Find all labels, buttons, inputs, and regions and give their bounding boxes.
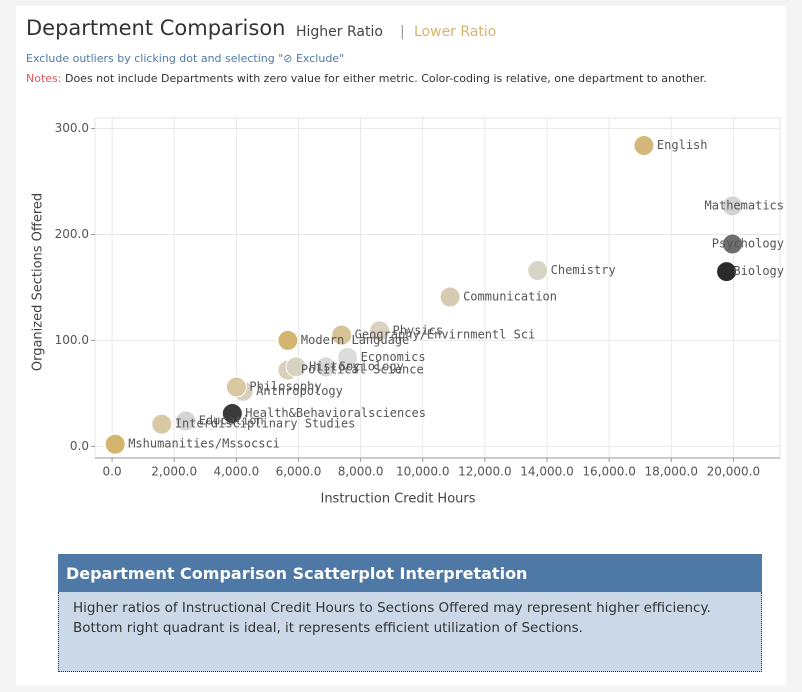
x-tick-label: 6,000.0: [276, 465, 322, 479]
point[interactable]: [721, 195, 743, 217]
point[interactable]: [175, 410, 197, 432]
point[interactable]: [277, 329, 299, 351]
point-label: Interdisciplinary Studies: [175, 417, 356, 431]
y-axis-title: Organized Sections Offered: [31, 193, 46, 371]
x-tick-label: 16,000.0: [582, 465, 635, 479]
point-label: Education: [199, 413, 264, 427]
notes-text: Does not include Departments with zero v…: [64, 72, 707, 85]
point[interactable]: [225, 376, 247, 398]
x-tick-label: 20,000.0: [707, 465, 760, 479]
notes-label: Notes:: [26, 72, 62, 85]
point-label: Biology: [733, 264, 784, 278]
dashboard: Department Comparison Higher Ratio | Low…: [16, 6, 786, 686]
point-label: Chemistry: [551, 263, 616, 277]
point[interactable]: [331, 324, 353, 346]
panel-body: Higher ratios of Instructional Credit Ho…: [58, 592, 762, 672]
point-label: Modern Language: [301, 333, 409, 347]
point-label: Mshumanities/Mssocsci: [128, 437, 280, 451]
notes: Notes: Does not include Departments with…: [26, 70, 746, 87]
panel-title: Department Comparison Scatterplot Interp…: [58, 554, 762, 592]
point-label: Sociology: [339, 359, 404, 373]
point-label: Physics: [393, 323, 444, 337]
interpretation-panel: Department Comparison Scatterplot Interp…: [58, 554, 762, 675]
y-tick-label: 200.0: [55, 227, 89, 241]
y-tick-label: 100.0: [55, 333, 89, 347]
point[interactable]: [439, 286, 461, 308]
legend-separator: |: [400, 24, 405, 40]
x-axis-title: Instruction Credit Hours: [320, 492, 475, 507]
point[interactable]: [369, 320, 391, 342]
point-label: Psychology: [712, 237, 784, 251]
exclude-hint: Exclude outliers by clicking dot and sel…: [26, 52, 345, 65]
point[interactable]: [104, 433, 126, 455]
point[interactable]: [716, 261, 738, 283]
x-tick-label: 8,000.0: [338, 465, 384, 479]
point-label: Economics: [361, 350, 426, 364]
point-label: Political Science: [301, 363, 424, 377]
point[interactable]: [315, 356, 337, 378]
point-label: Philosophy: [249, 380, 321, 394]
point-label: English: [657, 138, 708, 152]
title: Department Comparison: [26, 16, 286, 40]
point[interactable]: [721, 233, 743, 255]
point[interactable]: [527, 260, 549, 282]
legend-lower: Lower Ratio: [414, 24, 497, 40]
point[interactable]: [285, 356, 307, 378]
point-label: Mathematics: [705, 198, 784, 212]
x-tick-label: 10,000.0: [396, 465, 449, 479]
x-tick-label: 0.0: [103, 465, 122, 479]
y-tick-label: 0.0: [70, 439, 89, 453]
point-label: History: [309, 359, 360, 373]
x-tick-label: 14,000.0: [520, 465, 573, 479]
y-tick-label: 300.0: [55, 121, 89, 135]
point[interactable]: [633, 135, 655, 157]
point[interactable]: [151, 413, 173, 435]
point[interactable]: [221, 403, 243, 425]
plot-area: [94, 117, 781, 459]
point-label: Communication: [463, 290, 557, 304]
point[interactable]: [337, 346, 359, 368]
x-tick-label: 12,000.0: [458, 465, 511, 479]
x-tick-label: 2,000.0: [151, 465, 197, 479]
legend-higher: Higher Ratio: [296, 24, 383, 40]
x-tick-label: 18,000.0: [645, 465, 698, 479]
point-label: Health&Behavioralsciences: [245, 406, 426, 420]
chart: Instruction Credit Hours Organized Secti…: [31, 117, 784, 507]
point-label: Anthropology: [256, 384, 343, 398]
x-tick-label: 4,000.0: [213, 465, 259, 479]
point-label: Geography/Envirnmentl Sci: [355, 328, 536, 342]
